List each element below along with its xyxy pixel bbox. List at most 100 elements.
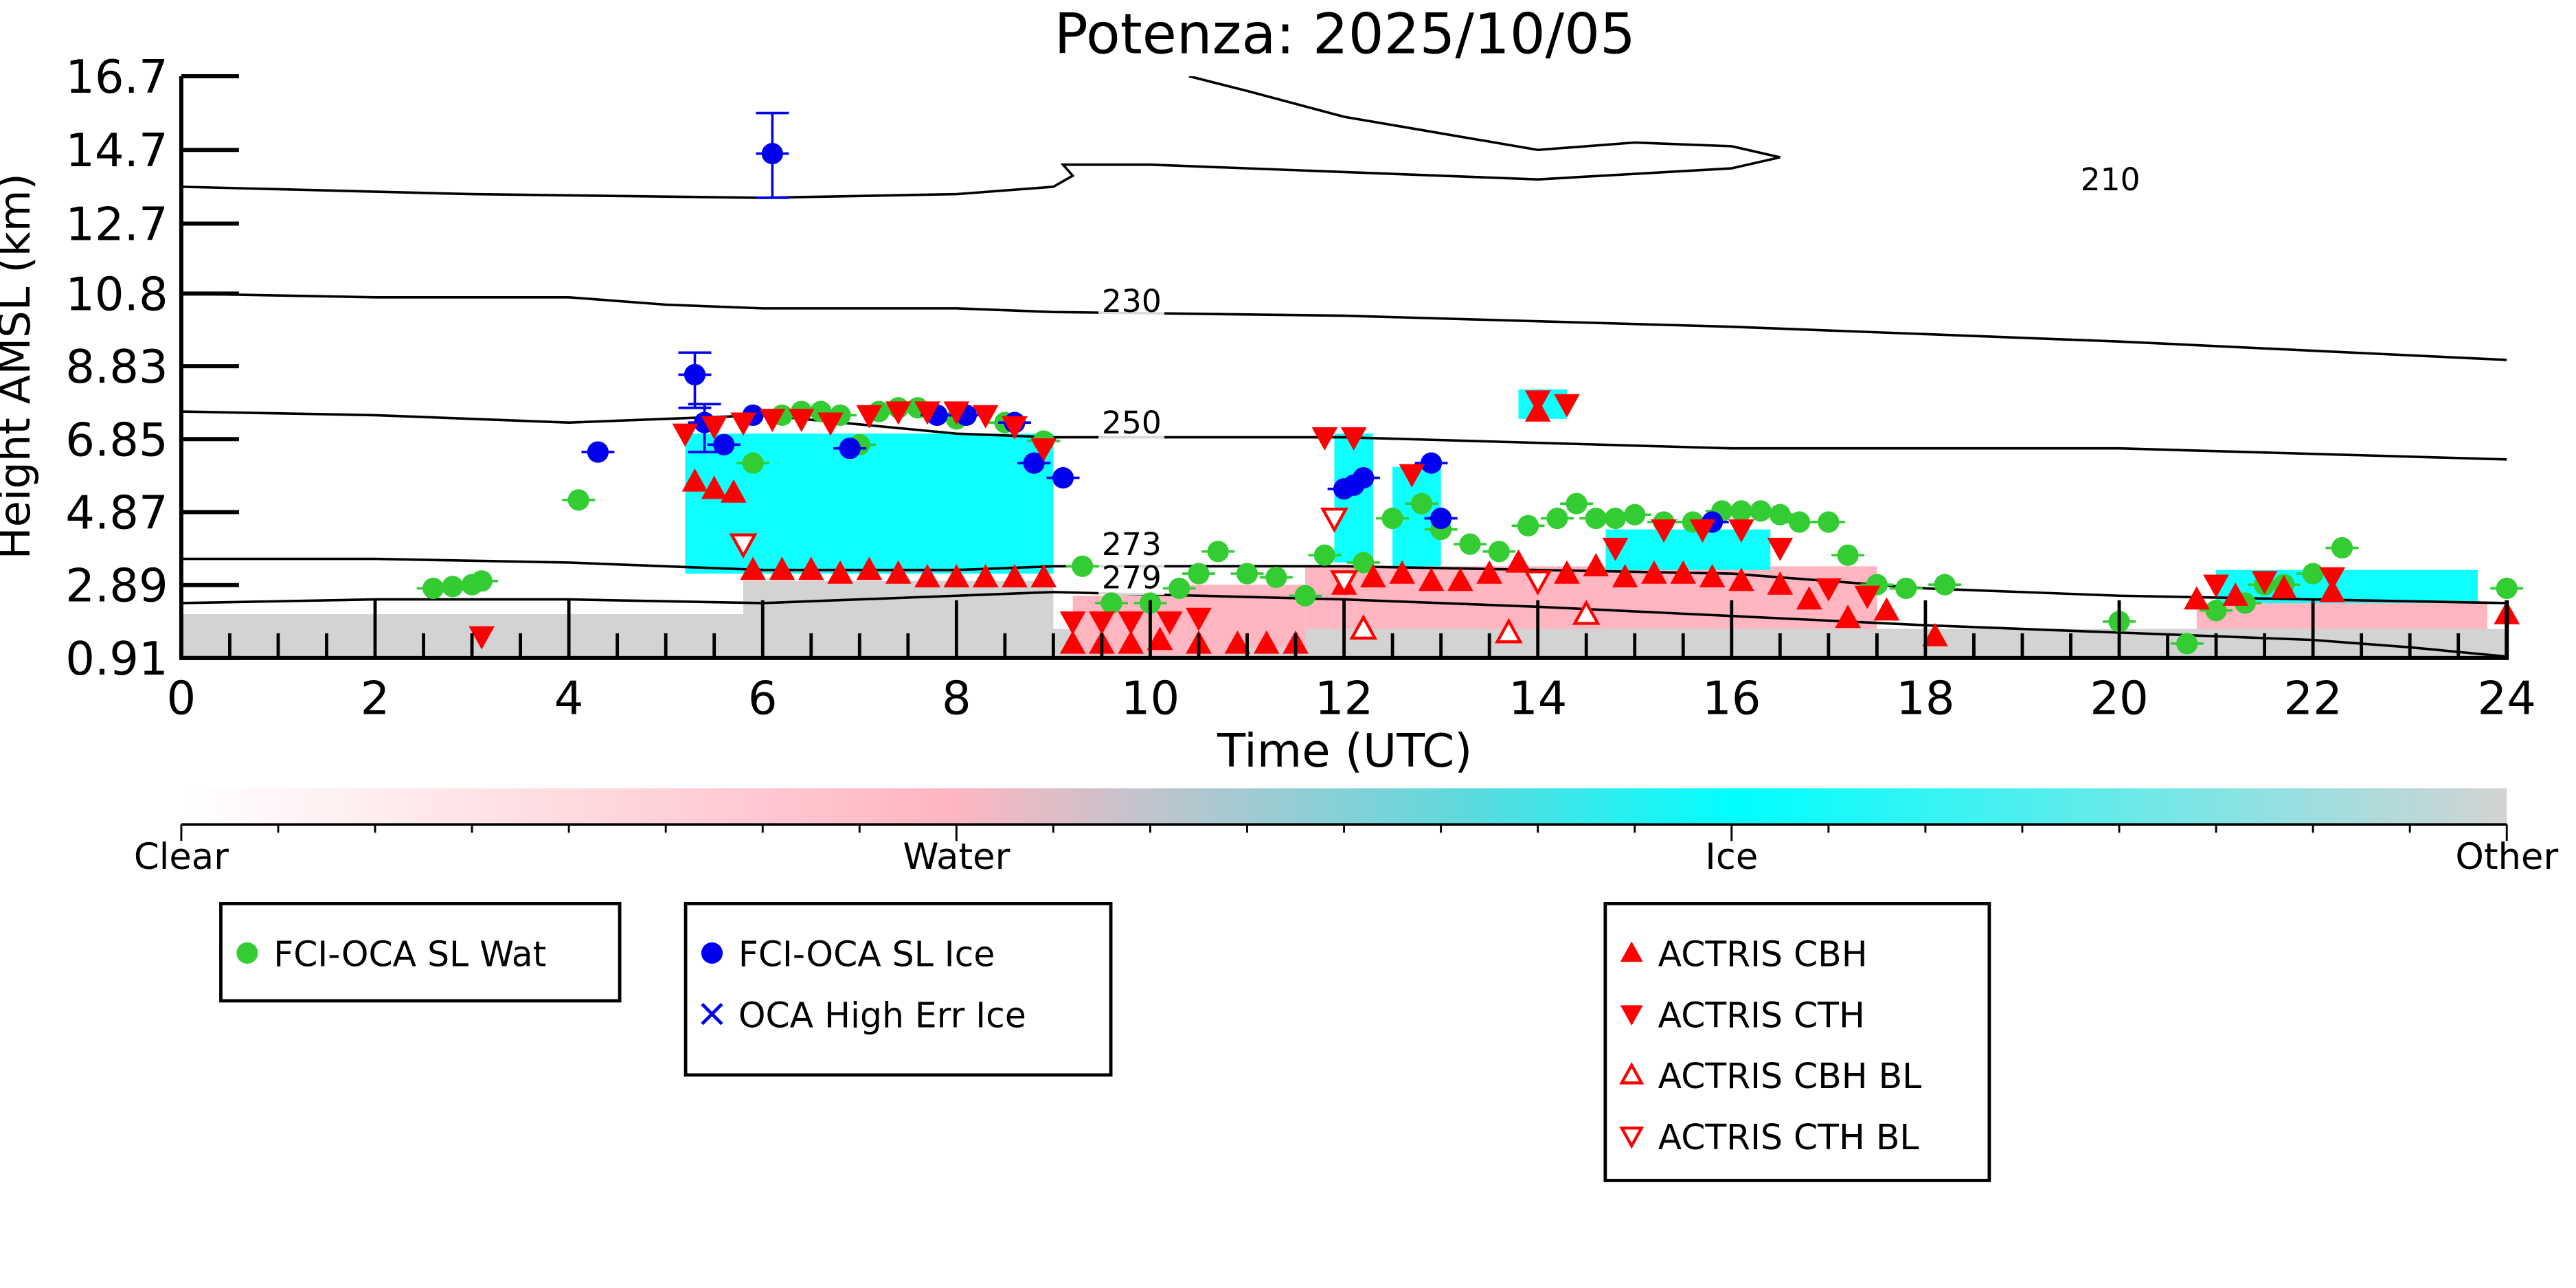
- point-actris-cbh: [1835, 605, 1861, 629]
- contour-line: [181, 76, 1781, 199]
- legend-marker: [701, 942, 723, 964]
- point-fci-oca-sl-wat: [471, 570, 493, 592]
- point-fci-oca-sl-ice: [1023, 452, 1045, 474]
- point-actris-cth: [885, 401, 912, 425]
- point-actris-cbh: [1612, 564, 1638, 588]
- point-fci-oca-sl-wat: [1818, 511, 1840, 533]
- point-fci-oca-sl-wat: [1488, 541, 1510, 563]
- legend-marker: [1620, 1005, 1643, 1026]
- point-actris-cbh-bl: [1494, 618, 1523, 644]
- point-fci-oca-sl-wat: [1188, 563, 1210, 585]
- contour-label-bg: [1098, 407, 1165, 440]
- y-tick-label: 14.7: [65, 124, 168, 177]
- contour-line: [181, 557, 2507, 605]
- point-actris-cth: [759, 409, 786, 433]
- point-actris-cbh: [1767, 571, 1794, 595]
- x-tick-label: 14: [1509, 671, 1567, 725]
- x-tick-label: 18: [1896, 671, 1954, 725]
- point-actris-cth: [468, 626, 495, 650]
- point-actris-cbh: [1389, 560, 1416, 584]
- point-fci-oca-sl-ice: [713, 433, 735, 455]
- x-tick-label: 2: [361, 671, 390, 725]
- point-fci-oca-sl-wat: [1168, 577, 1190, 600]
- point-actris-cth: [856, 405, 883, 429]
- colorbar-label-ice: Ice: [1705, 836, 1758, 878]
- point-actris-cbh: [1554, 560, 1580, 584]
- x-tick-label: 12: [1315, 671, 1373, 725]
- point-fci-oca-sl-wat: [1236, 563, 1258, 585]
- point-fci-oca-sl-wat: [2331, 536, 2353, 559]
- x-axis-label: Time (UTC): [1217, 724, 1472, 778]
- y-tick-label: 10.8: [65, 267, 168, 321]
- point-actris-cth: [1854, 585, 1881, 609]
- x-tick-label: 6: [748, 671, 778, 725]
- point-fci-oca-sl-wat: [742, 452, 764, 474]
- y-tick-label: 8.83: [65, 340, 168, 394]
- contour-label: 210: [2081, 161, 2140, 198]
- contour-label-bg: [2077, 163, 2143, 197]
- y-tick-label: 0.91: [65, 632, 168, 686]
- point-actris-cbh: [856, 556, 883, 580]
- point-fci-oca-sl-wat: [1100, 592, 1122, 614]
- colorbar: Clear Water Ice Other: [134, 788, 2558, 878]
- point-actris-cth: [1524, 390, 1551, 414]
- x-tick-label: 10: [1121, 671, 1179, 725]
- point-actris-cbh: [1360, 564, 1386, 588]
- point-actris-cth: [1816, 578, 1842, 602]
- point-actris-cbh: [1030, 564, 1057, 588]
- point-actris-cth: [1156, 611, 1183, 635]
- point-actris-cbh: [2222, 582, 2249, 606]
- point-fci-oca-sl-wat: [2176, 633, 2198, 655]
- point-fci-oca-sl-wat: [1207, 541, 1229, 563]
- point-actris-cbh: [1873, 597, 1900, 621]
- point-actris-cth: [788, 409, 815, 433]
- legends: FCI-OCA SL Wat FCI-OCA SL Ice OCA High Err…: [219, 901, 1991, 1182]
- point-fci-oca-sl-wat: [1769, 504, 1791, 526]
- y-tick-label: 6.85: [65, 413, 168, 466]
- legend-box: [1603, 901, 1991, 1182]
- legend-marker: [236, 942, 258, 964]
- point-actris-cth: [1554, 394, 1580, 418]
- point-fci-oca-sl-ice: [587, 441, 609, 463]
- x-tick-label: 4: [554, 671, 584, 725]
- point-actris-cbh: [1447, 567, 1473, 591]
- point-fci-oca-sl-wat: [1265, 566, 1287, 589]
- legend-marker: [701, 1003, 723, 1026]
- point-actris-cth: [1399, 464, 1425, 488]
- y-tick-label: 12.7: [65, 198, 168, 251]
- point-actris-cbh: [2184, 586, 2210, 610]
- x-tick-label: 22: [2283, 671, 2342, 725]
- point-fci-oca-sl-ice: [1353, 467, 1375, 489]
- point-fci-oca-sl-wat: [442, 576, 464, 598]
- point-fci-oca-sl-wat: [1895, 577, 1917, 600]
- y-axis-label: Height AMSL (km): [0, 173, 40, 559]
- point-actris-cbh: [2270, 575, 2297, 599]
- point-actris-cbh: [1059, 630, 1086, 654]
- point-actris-cbh: [1728, 567, 1754, 591]
- point-actris-cth: [1186, 607, 1212, 631]
- point-fci-oca-sl-wat: [1750, 500, 1772, 522]
- point-actris-cth: [972, 405, 999, 429]
- point-fci-oca-sl-wat: [1730, 500, 1752, 522]
- contour-label: 250: [1102, 405, 1162, 441]
- point-actris-cbh: [681, 468, 708, 492]
- point-actris-cth: [1340, 427, 1367, 451]
- point-actris-cbh: [1796, 586, 1822, 610]
- point-fci-oca-sl-wat: [1353, 552, 1375, 574]
- point-actris-cbh: [1699, 564, 1726, 588]
- point-actris-cth: [914, 401, 940, 425]
- point-fci-oca-sl-wat: [2496, 577, 2518, 600]
- point-actris-cth: [2319, 567, 2346, 591]
- point-actris-cth: [1602, 537, 1629, 561]
- legend-marker: [1619, 1062, 1645, 1085]
- point-actris-cth: [943, 401, 970, 425]
- colorbar-gradient: [181, 788, 2507, 825]
- colorbar-label-other: Other: [2455, 836, 2558, 878]
- point-actris-cbh: [2319, 578, 2346, 602]
- x-tick-label: 0: [167, 671, 196, 725]
- chart-title: Potenza: 2025/10/05: [1054, 1, 1636, 67]
- point-actris-cth: [817, 412, 844, 436]
- point-actris-cbh: [1583, 553, 1609, 576]
